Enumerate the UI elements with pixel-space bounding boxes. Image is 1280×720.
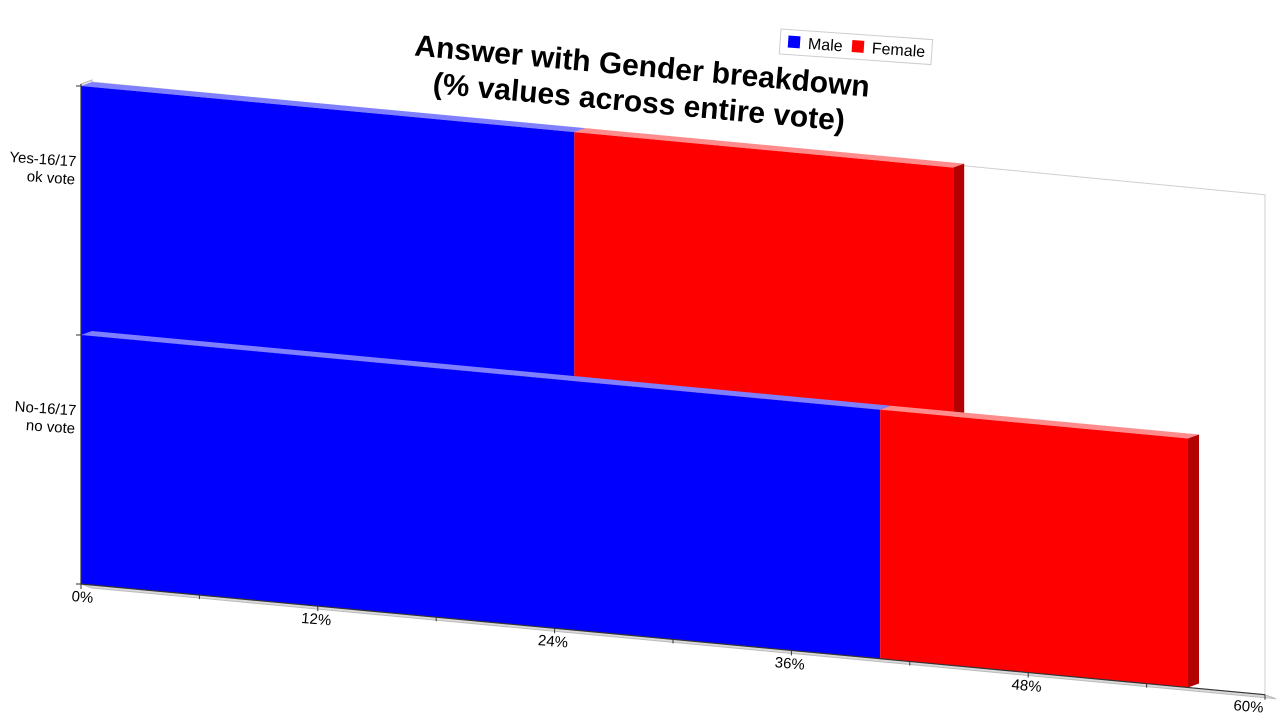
bar-top-male-1	[81, 331, 892, 410]
category-label-0: Yes-16/17ok vote	[8, 149, 77, 189]
x-tick-label-1: 12%	[300, 610, 331, 630]
legend: Male Female	[778, 28, 934, 66]
bar-top-female-0	[574, 128, 965, 168]
category-label-line: Yes-16/17	[9, 149, 77, 171]
bar-side-female-1	[1188, 434, 1199, 688]
category-label-line: no vote	[25, 417, 75, 437]
category-label-1: No-16/17no vote	[13, 398, 77, 437]
axes: Yes-16/17ok vote No-16/17no vote 0% 12% 24% 3…	[8, 84, 1266, 717]
chart-title: Answer with Gender breakdown (% values a…	[413, 29, 871, 137]
bar-male-1	[81, 335, 881, 659]
x-tick-label-5: 60%	[1233, 697, 1264, 717]
x-tick-label-3: 36%	[774, 654, 805, 674]
bar-male-0	[81, 86, 575, 382]
bars	[81, 82, 1199, 688]
x-tick-label-2: 24%	[537, 632, 568, 652]
bar-female-0	[574, 132, 954, 417]
bar-top-female-1	[880, 405, 1199, 439]
x-tick-label-0: 0%	[71, 588, 94, 607]
bar-side-female-0	[953, 163, 965, 417]
legend-swatch-male	[787, 35, 801, 49]
bar-female-1	[880, 409, 1188, 688]
legend-label-female: Female	[871, 40, 926, 61]
x-tick-label-4: 48%	[1011, 676, 1042, 696]
bar-top-male-0	[81, 82, 586, 133]
category-label-line: No-16/17	[14, 398, 77, 419]
legend-label-male: Male	[807, 36, 843, 55]
category-label-line: ok vote	[26, 168, 75, 188]
legend-swatch-female	[851, 40, 865, 53]
